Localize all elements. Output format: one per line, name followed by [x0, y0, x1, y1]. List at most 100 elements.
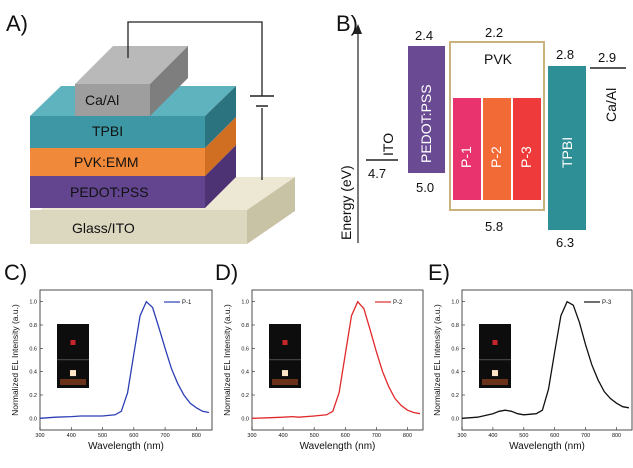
panel-e-label: E): [428, 260, 450, 285]
tpbi-bottom-value: 6.3: [556, 235, 574, 250]
panel-d-label: D): [215, 260, 238, 285]
y-tick-label: 0.8: [451, 323, 459, 329]
y-tick-label: 0.2: [241, 393, 249, 399]
device-stack: Ca/Al TPBI PVK:EMM PEDOT:PSS Glass/ITO: [30, 21, 295, 244]
layer-label-cathode: Ca/Al: [85, 92, 119, 108]
x-tick-label: 500: [519, 433, 528, 439]
pedot-side: [205, 145, 236, 208]
pedot-band: [408, 46, 445, 173]
x-tick-label: 600: [550, 433, 559, 439]
pvk-band-label: PVK: [484, 51, 513, 67]
cathode-top: [75, 46, 188, 84]
energy-axis-label: Energy (eV): [338, 165, 354, 240]
cathode-front: [75, 84, 150, 116]
y-axis-title: Normalized EL Intensity (a.u.): [432, 304, 442, 416]
device-photo-inset: [479, 324, 511, 388]
x-tick-label: 800: [192, 433, 201, 439]
y-tick-label: 1.0: [451, 300, 459, 306]
energy-diagram: Energy (eV) ITO 4.7 PEDOT:PSS 2.4 5.0 PV…: [338, 24, 626, 250]
inset-reflection: [272, 379, 298, 385]
x-tick-label: 700: [160, 433, 169, 439]
y-tick-label: 0.2: [29, 393, 37, 399]
y-tick-label: 0.0: [29, 416, 37, 422]
tpbi-top-value: 2.8: [556, 47, 574, 62]
inset-device-glow: [70, 370, 76, 377]
cathode-side: [150, 46, 188, 116]
x-axis-title: Wavelength (nm): [509, 441, 585, 452]
x-tick-label: 400: [488, 433, 497, 439]
inset-device-glow: [282, 370, 288, 377]
x-tick-label: 700: [581, 433, 590, 439]
legend-label: P-1: [182, 300, 192, 306]
pvk-side: [205, 117, 236, 176]
layer-label-pedot: PEDOT:PSS: [70, 184, 149, 200]
x-axis-title: Wavelength (nm): [300, 441, 376, 452]
layer-label-substrate: Glass/ITO: [72, 220, 135, 236]
inset-pixel-glow: [492, 340, 498, 345]
y-tick-label: 0.4: [241, 370, 249, 376]
spectrum-chart-2: 300 400 500 600 700 800 0.0 0.2 0.4 0.6 0.8 1.0 Wave…: [222, 289, 424, 452]
pvk-band: [449, 41, 545, 211]
y-tick-label: 0.6: [29, 346, 37, 352]
x-tick-label: 400: [67, 433, 76, 439]
x-tick-label: 800: [403, 433, 412, 439]
x-tick-label: 800: [612, 433, 621, 439]
p1-band: [453, 98, 481, 200]
panel-c-label: C): [4, 260, 27, 285]
ito-label: ITO: [380, 133, 396, 156]
tpbi-band-label: TPBI: [559, 137, 575, 168]
y-axis-title: Normalized EL Intensity (a.u.): [222, 304, 232, 416]
spectrum-line-p-2: [251, 300, 421, 419]
legend-label: P-2: [393, 300, 403, 306]
caal-level-value: 2.9: [598, 50, 616, 65]
x-tick-label: 500: [310, 433, 319, 439]
x-tick-label: 600: [129, 433, 138, 439]
y-tick-label: 0.6: [451, 346, 459, 352]
tpbi-band: [548, 66, 586, 230]
p3-band-label: P-3: [518, 146, 534, 168]
pedot-top-value: 2.4: [415, 28, 433, 43]
ito-level-value: 4.7: [368, 166, 386, 181]
p2-band: [483, 98, 511, 200]
y-tick-label: 0.8: [29, 323, 37, 329]
x-axis-title: Wavelength (nm): [88, 441, 164, 452]
x-tick-label: 700: [372, 433, 381, 439]
pvk-top-value: 2.2: [485, 25, 503, 40]
y-tick-label: 0.6: [241, 346, 249, 352]
x-tick-label: 300: [247, 433, 256, 439]
pedot-band-label: PEDOT:PSS: [418, 84, 434, 163]
spectrum-chart-1: 300 400 500 600 700 800 0.0 0.2 0.4 0.6 0.8 1.0 Wave…: [10, 289, 213, 452]
panel-b-label: B): [336, 11, 358, 36]
device-photo-inset: [57, 324, 89, 388]
tpbi-side: [205, 86, 236, 148]
caal-label: Ca/Al: [603, 88, 619, 122]
x-tick-label: 300: [35, 433, 44, 439]
y-tick-label: 0.4: [451, 370, 459, 376]
energy-axis-arrow: [354, 24, 362, 34]
panel-a-label: A): [6, 11, 28, 36]
inset-pixel-glow: [282, 340, 288, 345]
y-tick-label: 0.2: [451, 393, 459, 399]
x-tick-label: 300: [457, 433, 466, 439]
y-tick-label: 1.0: [29, 300, 37, 306]
spectrum-line-p-3: [461, 300, 630, 419]
y-tick-label: 0.0: [451, 416, 459, 422]
p3-band: [513, 98, 541, 200]
substrate-side: [247, 177, 295, 244]
inset-reflection: [60, 379, 86, 385]
y-tick-label: 0.4: [29, 370, 37, 376]
x-tick-label: 500: [98, 433, 107, 439]
y-tick-label: 1.0: [241, 300, 249, 306]
p2-band-label: P-2: [488, 146, 504, 168]
spectra-charts: 300 400 500 600 700 800 0.0 0.2 0.4 0.6 0.8 1.0 Wave…: [10, 289, 633, 452]
tpbi-front: [30, 116, 205, 148]
inset-pixel-glow: [70, 340, 76, 345]
x-tick-label: 600: [341, 433, 350, 439]
pedot-bottom-value: 5.0: [416, 180, 434, 195]
spectrum-chart-3: 300 400 500 600 700 800 0.0 0.2 0.4 0.6 0.8 1.0 Wave…: [432, 289, 633, 452]
p1-band-label: P-1: [458, 146, 474, 168]
x-tick-label: 400: [278, 433, 287, 439]
device-photo-inset: [269, 324, 301, 388]
pedot-front: [30, 176, 205, 208]
